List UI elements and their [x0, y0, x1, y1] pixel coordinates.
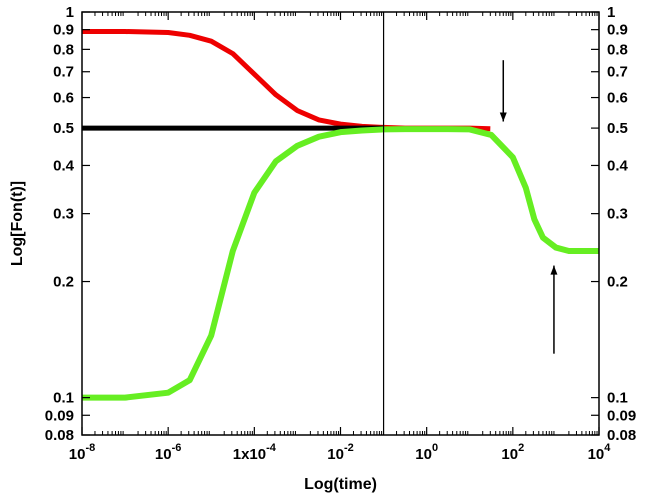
y-tick-label-left: 0.8	[53, 41, 74, 58]
arrow-up-head	[550, 265, 558, 275]
y-tick-label-left: 0.1	[53, 390, 74, 407]
y-tick-label-right: 0.3	[607, 206, 628, 223]
y-tick-label-right: 0.9	[607, 22, 628, 39]
axis-ticks	[81, 11, 600, 436]
x-tick-label: 104	[588, 442, 612, 463]
y-tick-label-right: 0.7	[607, 64, 628, 81]
annotation-layer	[499, 60, 558, 354]
y-tick-label-left: 0.3	[53, 206, 74, 223]
y-tick-label-right: 0.8	[607, 41, 628, 58]
series-line-green	[82, 126, 599, 401]
x-tick-label: 102	[501, 442, 524, 463]
x-tick-label: 10-2	[327, 442, 353, 463]
y-tick-label-left: 0.08	[45, 427, 74, 444]
plot-frame	[81, 11, 600, 436]
x-tick-label: 10-8	[69, 442, 95, 463]
y-tick-label-right: 0.09	[607, 407, 636, 424]
x-tick-label: 100	[415, 442, 438, 463]
y-tick-label-left: 0.9	[53, 22, 74, 39]
y-tick-label-left: 0.4	[53, 157, 75, 174]
x-tick-label: 10-6	[155, 442, 181, 463]
y-tick-label-right: 0.08	[607, 427, 636, 444]
y-tick-label-right: 0.4	[607, 157, 629, 174]
y-tick-label-left: 0.6	[53, 90, 74, 107]
y-tick-label-left: 0.2	[53, 274, 74, 291]
y-axis-label: Log[Fon(t)]	[9, 181, 26, 266]
x-tick-label: 1x10-4	[233, 442, 277, 463]
y-tick-label-left: 0.5	[53, 120, 74, 137]
arrow-down-head	[499, 112, 507, 122]
series-layer	[82, 12, 599, 435]
series-line-red	[82, 29, 491, 132]
x-axis-label: Log(time)	[304, 476, 377, 493]
y-tick-label-left: 1	[66, 4, 74, 21]
y-tick-label-left: 0.09	[45, 407, 74, 424]
y-tick-label-right: 0.1	[607, 390, 628, 407]
y-tick-label-left: 0.7	[53, 64, 74, 81]
y-tick-label-right: 0.6	[607, 90, 628, 107]
y-tick-label-right: 1	[607, 4, 615, 21]
y-tick-label-right: 0.2	[607, 274, 628, 291]
y-tick-label-right: 0.5	[607, 120, 628, 137]
